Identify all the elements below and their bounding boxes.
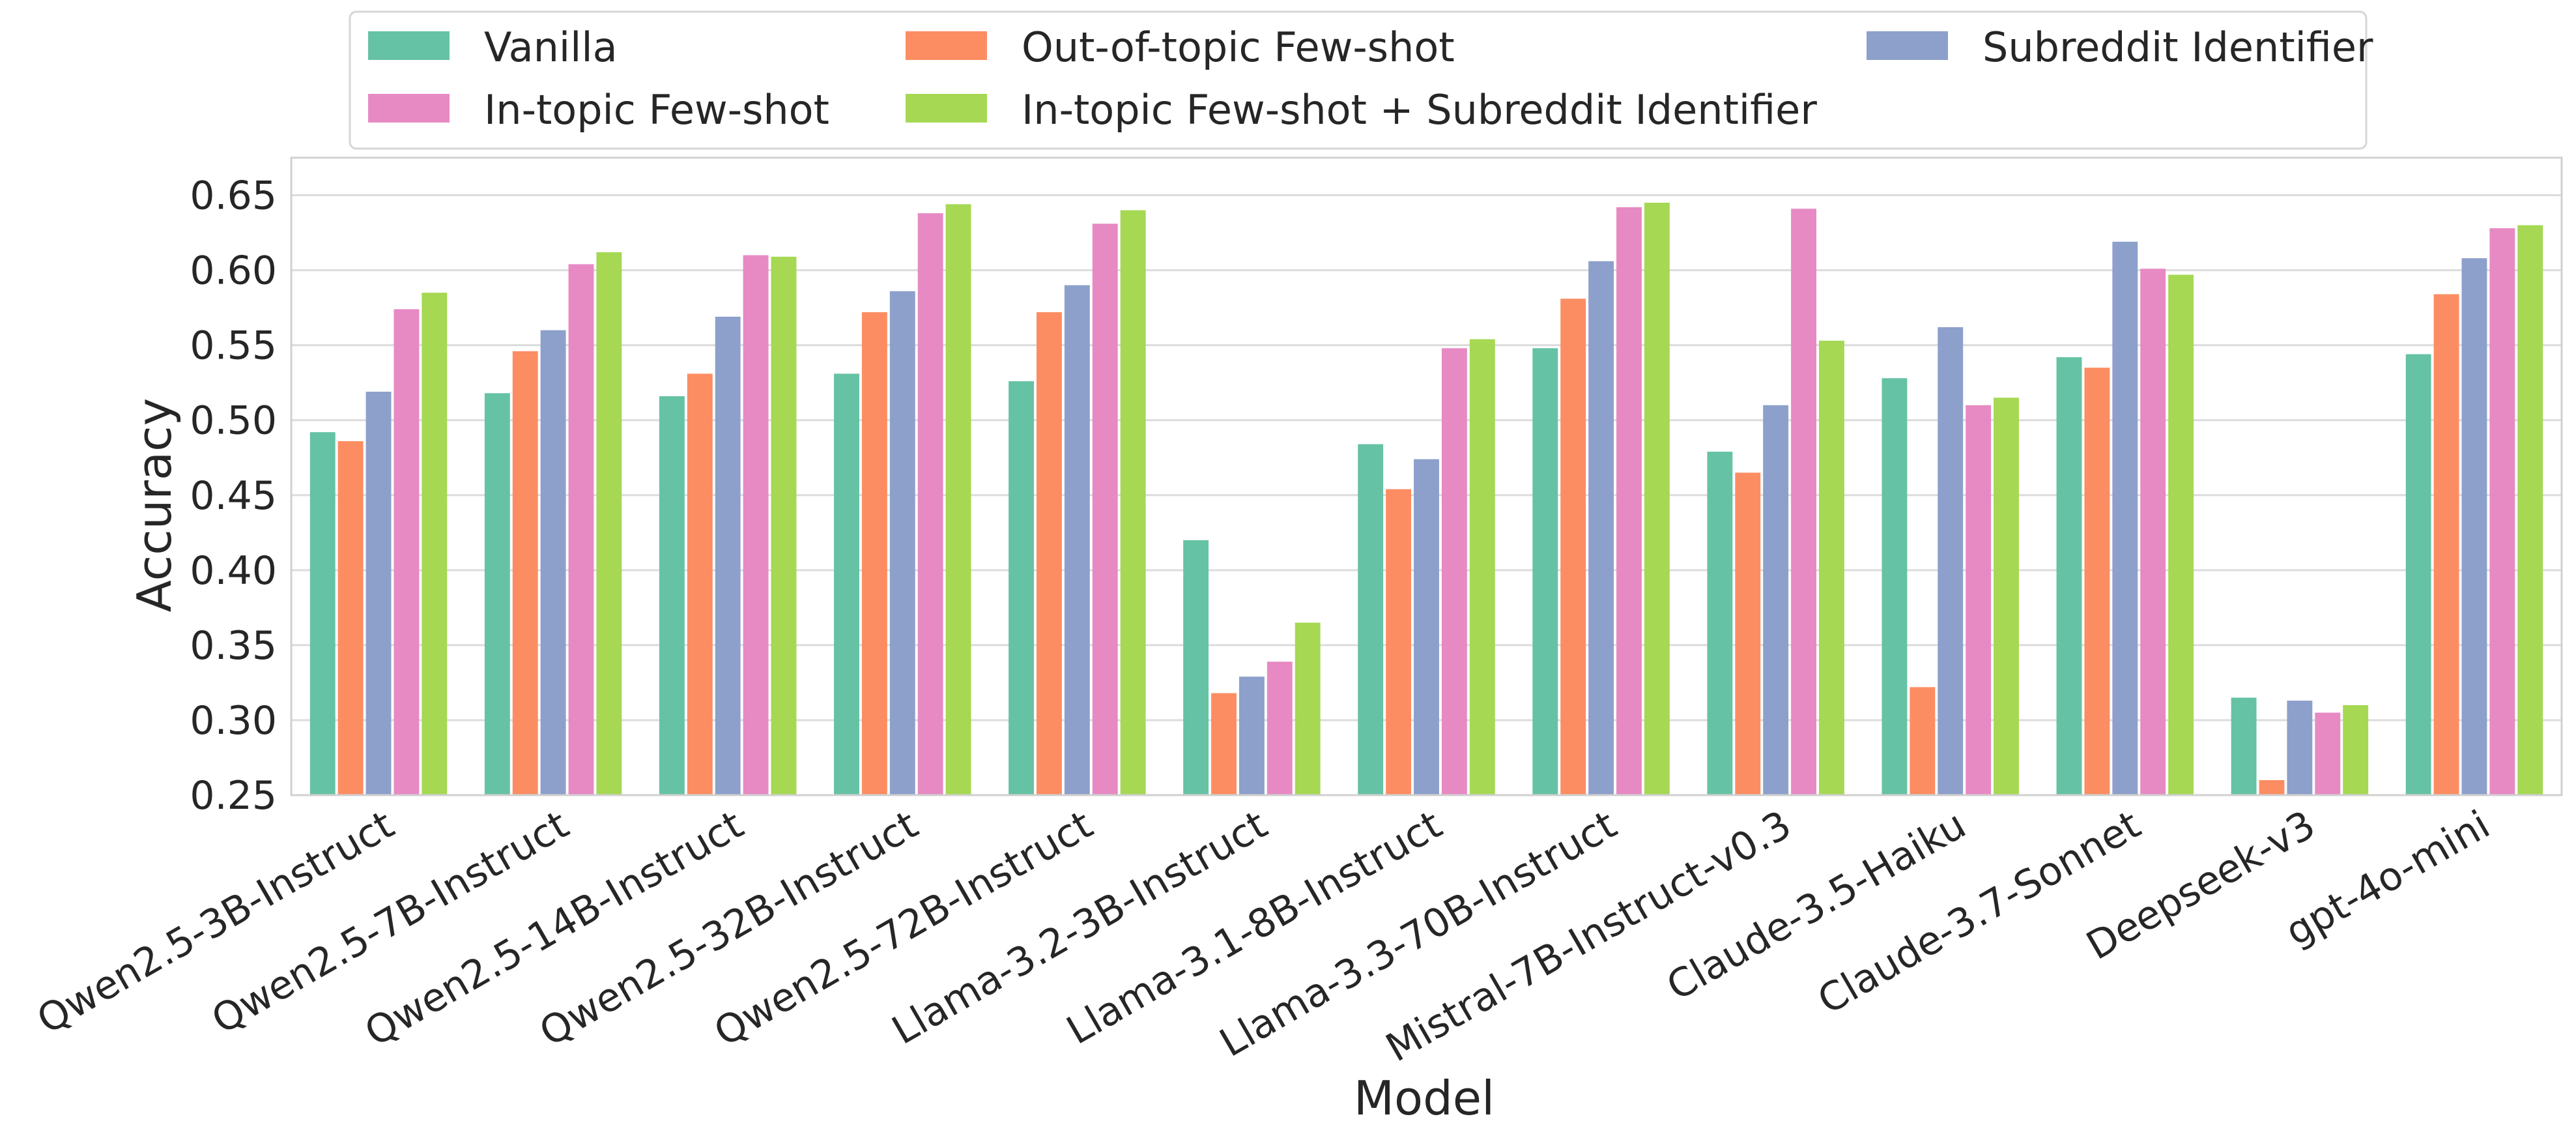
y-tick-label: 0.50 — [190, 398, 277, 444]
bar-out-of-topic-few-shot-10 — [1910, 687, 1936, 795]
bar-subreddit-identifier-6 — [1238, 677, 1265, 795]
bar-in-topic-few-shot-subreddit-identifier-7 — [1469, 339, 1495, 795]
bar-subreddit-identifier-1 — [365, 391, 392, 795]
bar-out-of-topic-few-shot-6 — [1211, 693, 1237, 795]
bar-in-topic-few-shot-subreddit-identifier-9 — [1818, 340, 1844, 795]
bar-subreddit-identifier-9 — [1763, 405, 1789, 795]
y-tick-label: 0.30 — [190, 698, 277, 744]
bar-subreddit-identifier-5 — [1064, 285, 1090, 796]
bar-subreddit-identifier-13 — [2461, 258, 2487, 795]
bar-out-of-topic-few-shot-1 — [337, 441, 364, 795]
legend-label: In-topic Few-shot — [484, 86, 829, 134]
x-tick-label: Claude-3.7-Sonnet — [1810, 802, 2149, 1023]
bar-vanilla-4 — [834, 373, 859, 795]
bar-vanilla-13 — [2405, 354, 2431, 795]
bar-vanilla-11 — [2056, 357, 2082, 795]
bar-in-topic-few-shot-subreddit-identifier-6 — [1295, 622, 1321, 795]
bar-out-of-topic-few-shot-8 — [1560, 299, 1586, 796]
bar-vanilla-8 — [1532, 348, 1558, 795]
legend-label: Out-of-topic Few-shot — [1022, 23, 1455, 71]
bar-vanilla-1 — [309, 432, 336, 795]
bar-in-topic-few-shot-6 — [1267, 662, 1293, 795]
bar-subreddit-identifier-10 — [1938, 327, 1964, 795]
bar-in-topic-few-shot-10 — [1966, 405, 1992, 795]
bar-in-topic-few-shot-12 — [2315, 712, 2341, 795]
bar-subreddit-identifier-4 — [889, 291, 915, 796]
y-tick-labels: 0.25 0.30 0.35 0.40 0.45 0.50 0.55 0.60 0.65 — [190, 173, 277, 819]
bar-in-topic-few-shot-9 — [1791, 209, 1816, 795]
bar-out-of-topic-few-shot-13 — [2433, 294, 2459, 795]
bar-out-of-topic-few-shot-12 — [2259, 779, 2285, 795]
bar-out-of-topic-few-shot-11 — [2084, 368, 2110, 795]
y-tick-label: 0.25 — [190, 773, 277, 819]
bar-out-of-topic-few-shot-5 — [1037, 312, 1062, 795]
bar-in-topic-few-shot-5 — [1092, 224, 1118, 795]
y-tick-label: 0.35 — [190, 623, 277, 669]
bar-vanilla-7 — [1358, 444, 1384, 795]
bar-subreddit-identifier-12 — [2287, 701, 2313, 795]
legend-label: Vanilla — [484, 23, 618, 71]
y-tick-label: 0.65 — [190, 173, 277, 219]
bar-subreddit-identifier-8 — [1588, 261, 1614, 795]
bar-in-topic-few-shot-13 — [2489, 228, 2515, 796]
bar-in-topic-few-shot-3 — [743, 255, 769, 795]
bar-subreddit-identifier-3 — [715, 316, 741, 796]
y-tick-label: 0.40 — [190, 548, 277, 594]
bar-subreddit-identifier-7 — [1414, 459, 1439, 795]
x-axis-label: Model — [1354, 1071, 1495, 1126]
plot-border — [290, 156, 2563, 796]
bar-out-of-topic-few-shot-7 — [1386, 489, 1412, 795]
bar-in-topic-few-shot-2 — [568, 264, 594, 795]
bar-in-topic-few-shot-subreddit-identifier-13 — [2517, 225, 2543, 795]
bar-in-topic-few-shot-8 — [1616, 207, 1642, 795]
bar-vanilla-2 — [484, 393, 510, 795]
x-tick-label: Claude-3.5-Haiku — [1659, 802, 1973, 1010]
legend-swatch — [368, 94, 450, 123]
bar-out-of-topic-few-shot-4 — [861, 312, 887, 795]
bar-vanilla-5 — [1009, 381, 1035, 795]
bar-in-topic-few-shot-subreddit-identifier-4 — [945, 204, 971, 796]
bar-in-topic-few-shot-4 — [917, 213, 943, 795]
bar-vanilla-9 — [1707, 452, 1733, 795]
bar-in-topic-few-shot-subreddit-identifier-12 — [2343, 705, 2369, 795]
bar-subreddit-identifier-11 — [2112, 241, 2138, 796]
bar-in-topic-few-shot-subreddit-identifier-2 — [596, 252, 622, 795]
bar-layer — [309, 203, 2543, 796]
bar-vanilla-10 — [1882, 378, 1908, 795]
legend-swatch — [906, 94, 987, 123]
bar-in-topic-few-shot-subreddit-identifier-11 — [2168, 274, 2194, 795]
legend-label: In-topic Few-shot + Subreddit Identifier — [1022, 86, 1817, 134]
legend-swatch — [1867, 31, 1948, 60]
legend-swatch — [906, 31, 987, 60]
bar-out-of-topic-few-shot-9 — [1735, 473, 1761, 795]
bar-in-topic-few-shot-subreddit-identifier-5 — [1120, 210, 1146, 796]
legend: Vanilla In-topic Few-shot Out-of-topic Few… — [349, 10, 2373, 150]
legend-swatch — [368, 31, 450, 60]
bar-in-topic-few-shot-11 — [2140, 269, 2166, 795]
bar-out-of-topic-few-shot-2 — [512, 351, 538, 795]
bar-in-topic-few-shot-subreddit-identifier-1 — [422, 293, 448, 795]
plot-frame — [290, 156, 2563, 796]
y-axis-label: Accuracy — [127, 398, 182, 613]
bar-vanilla-3 — [659, 396, 685, 795]
bar-in-topic-few-shot-subreddit-identifier-3 — [771, 256, 797, 795]
y-tick-label: 0.45 — [190, 473, 277, 519]
bar-subreddit-identifier-2 — [540, 330, 566, 796]
y-tick-label: 0.55 — [190, 323, 277, 369]
legend-box — [349, 10, 2368, 150]
bar-in-topic-few-shot-7 — [1441, 348, 1467, 795]
bar-in-topic-few-shot-1 — [394, 309, 420, 795]
bar-vanilla-12 — [2231, 697, 2257, 795]
bar-out-of-topic-few-shot-3 — [687, 373, 713, 795]
x-tick-labels: Qwen2.5-3B-InstructQwen2.5-7B-InstructQw… — [29, 802, 2497, 1071]
bar-in-topic-few-shot-subreddit-identifier-10 — [1994, 398, 2019, 795]
bar-vanilla-6 — [1183, 540, 1209, 795]
y-tick-label: 0.60 — [190, 248, 277, 294]
bar-in-topic-few-shot-subreddit-identifier-8 — [1644, 203, 1670, 796]
legend-label: Subreddit Identifier — [1982, 23, 2373, 71]
